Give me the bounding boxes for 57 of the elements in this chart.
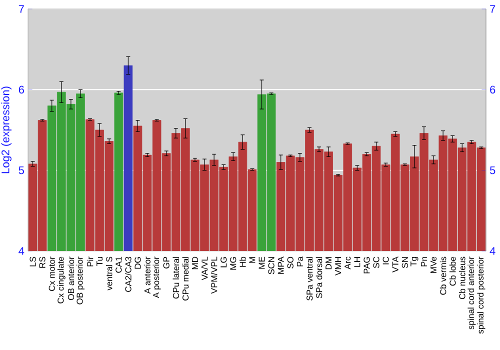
- x-tick-label: VMH: [335, 257, 342, 276]
- x-tick-label: GP: [163, 256, 170, 268]
- x-tick-label: CA2/CA3: [125, 256, 132, 292]
- y2-tick-label: 4: [490, 247, 496, 255]
- x-tick-label: SC: [373, 256, 380, 268]
- y-tick-label: 6: [18, 86, 24, 94]
- x-tick-label: SO: [287, 256, 294, 268]
- y2-tick-label: 6: [490, 86, 496, 94]
- x-tick-label: A posterior: [152, 256, 161, 298]
- x-tick-label: Cb vermis: [440, 256, 446, 295]
- x-tick-label: Pa: [296, 256, 303, 266]
- x-tick-label: SPa dorsal: [316, 257, 322, 298]
- x-tick-label: MD: [192, 256, 198, 270]
- x-tick-label: MPA: [278, 256, 284, 274]
- x-tick-label: SCN: [268, 257, 274, 274]
- x-tick-label: CPu lateral: [172, 257, 180, 299]
- x-tick-label: DG: [134, 257, 141, 269]
- x-tick-label: SPa ventral: [306, 257, 313, 301]
- y2-tick-label: 5: [490, 166, 496, 174]
- x-tick-label: Cb nucleus: [458, 256, 466, 300]
- x-tick-label: Cx cingulate: [57, 256, 66, 304]
- x-tick-label: Hb: [240, 256, 246, 267]
- x-tick-label: PAG: [364, 257, 370, 274]
- y-axis-title: Log2 (expression): [1, 86, 12, 174]
- x-tick-label: IC: [382, 256, 389, 264]
- x-tick-label: VA/VL: [201, 256, 208, 280]
- x-tick-label: Tu: [96, 257, 103, 266]
- y-tick-label: 5: [18, 166, 24, 174]
- x-tick-label: M: [249, 257, 256, 263]
- x-tick-label: SN: [402, 257, 408, 268]
- x-tick-label: LG: [220, 257, 227, 268]
- x-tick-label: Arc: [344, 256, 351, 270]
- x-tick-label: Cx motor: [48, 256, 55, 291]
- x-tick-label: ME: [258, 256, 265, 269]
- x-tick-label: A anterior: [144, 256, 150, 294]
- x-tick-label: MVe: [430, 256, 437, 273]
- x-tick-label: DM: [326, 257, 332, 270]
- x-tick-label: CPu medial: [182, 257, 189, 300]
- x-tick-label: OB posterior: [76, 256, 84, 304]
- x-tick-label: MG: [230, 257, 236, 270]
- x-tick-label: Pn: [421, 257, 427, 266]
- x-tick-label: Cb lobe: [449, 256, 456, 286]
- y-tick-label: 4: [18, 247, 24, 255]
- x-tick-label: LS: [30, 256, 36, 266]
- x-tick-label: LH: [354, 257, 360, 267]
- x-tick-label: Tg: [410, 257, 418, 266]
- x-tick-label: CA1: [116, 256, 122, 273]
- x-tick-label: Pir: [86, 256, 94, 266]
- x-tick-label: spinal cord posterior: [477, 256, 486, 334]
- x-tick-label: spinal cord anterior: [468, 256, 476, 330]
- x-tick-label: VTA: [392, 256, 398, 273]
- x-tick-label: RS: [39, 256, 46, 268]
- x-tick-label: ventral S: [106, 256, 112, 290]
- y2-tick-label: 7: [490, 5, 496, 13]
- x-tick-label: VPM/VPL: [210, 256, 218, 294]
- y-tick-label: 7: [18, 5, 24, 13]
- x-tick-label: OB anterior: [68, 256, 74, 300]
